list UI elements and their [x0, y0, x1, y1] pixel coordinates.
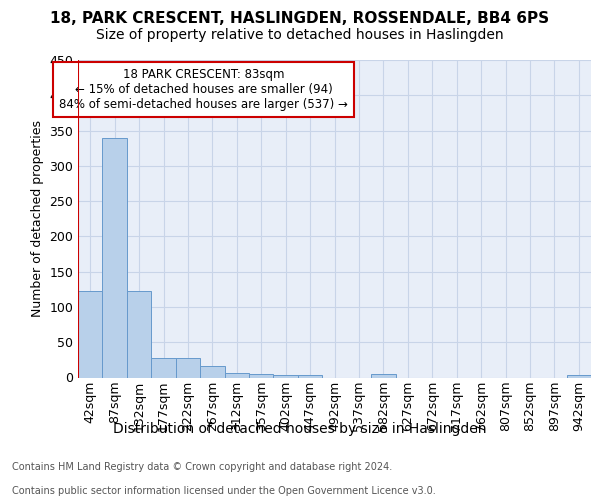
Bar — [298, 374, 322, 378]
Bar — [224, 374, 249, 378]
Bar — [103, 138, 127, 378]
Bar — [274, 374, 298, 378]
Y-axis label: Number of detached properties: Number of detached properties — [31, 120, 44, 318]
Text: Size of property relative to detached houses in Haslingden: Size of property relative to detached ho… — [96, 28, 504, 42]
Bar — [249, 374, 274, 378]
Bar — [151, 358, 176, 378]
Text: Contains public sector information licensed under the Open Government Licence v3: Contains public sector information licen… — [12, 486, 436, 496]
Bar — [78, 292, 103, 378]
Text: 18 PARK CRESCENT: 83sqm
← 15% of detached houses are smaller (94)
84% of semi-de: 18 PARK CRESCENT: 83sqm ← 15% of detache… — [59, 68, 348, 111]
Text: Contains HM Land Registry data © Crown copyright and database right 2024.: Contains HM Land Registry data © Crown c… — [12, 462, 392, 472]
Bar — [176, 358, 200, 378]
Bar — [200, 366, 224, 378]
Text: 18, PARK CRESCENT, HASLINGDEN, ROSSENDALE, BB4 6PS: 18, PARK CRESCENT, HASLINGDEN, ROSSENDAL… — [50, 11, 550, 26]
Text: Distribution of detached houses by size in Haslingden: Distribution of detached houses by size … — [113, 422, 487, 436]
Bar — [371, 374, 395, 378]
Bar — [566, 374, 591, 378]
Bar — [127, 292, 151, 378]
